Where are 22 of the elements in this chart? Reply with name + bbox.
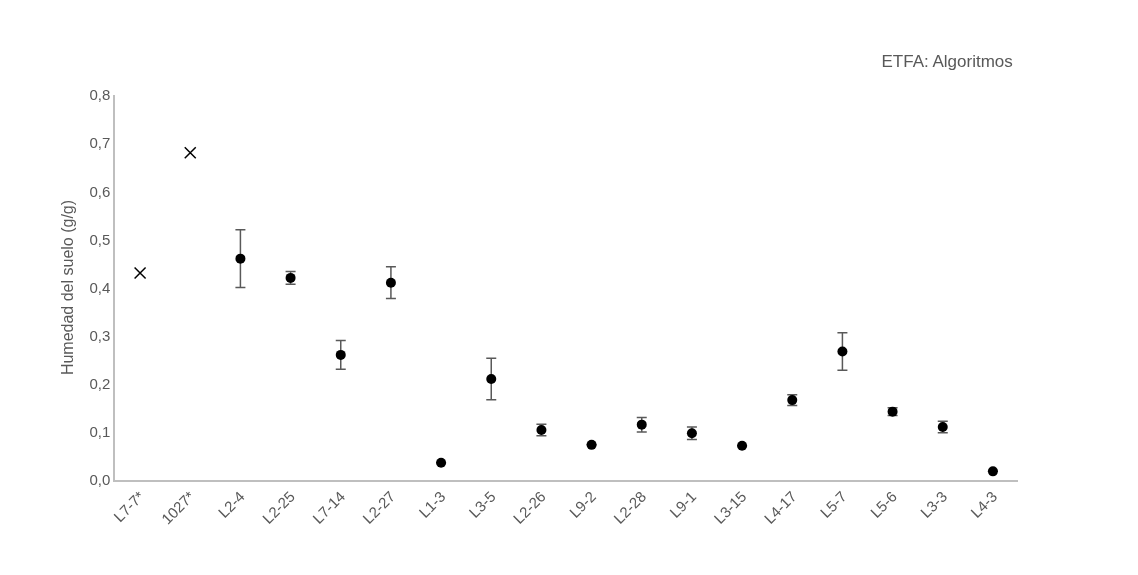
point [184, 146, 197, 159]
point [436, 457, 447, 468]
y-tick-label: 0,2 [89, 375, 111, 392]
point [837, 346, 848, 357]
y-tick-label: 0,8 [89, 86, 111, 104]
y-tick-label: 0,0 [89, 471, 111, 489]
y-tick-label: 0,4 [89, 278, 111, 296]
y-tick-label: 0,3 [89, 326, 111, 344]
y-tick-label: 0,7 [89, 134, 111, 152]
point [987, 466, 998, 477]
y-tick-label: 0,5 [89, 230, 111, 248]
y-tick-label: 0,1 [89, 423, 111, 441]
point [235, 253, 246, 264]
y-tick-label: 0,6 [89, 182, 111, 200]
point [586, 439, 597, 450]
point [486, 373, 497, 384]
chart-title: ETFA: Algoritmos [881, 51, 1013, 71]
point [737, 440, 748, 451]
y-axis-title: Humedad del suelo (g/g) [58, 199, 76, 376]
point [335, 349, 346, 360]
point [385, 277, 396, 288]
point [133, 266, 147, 280]
